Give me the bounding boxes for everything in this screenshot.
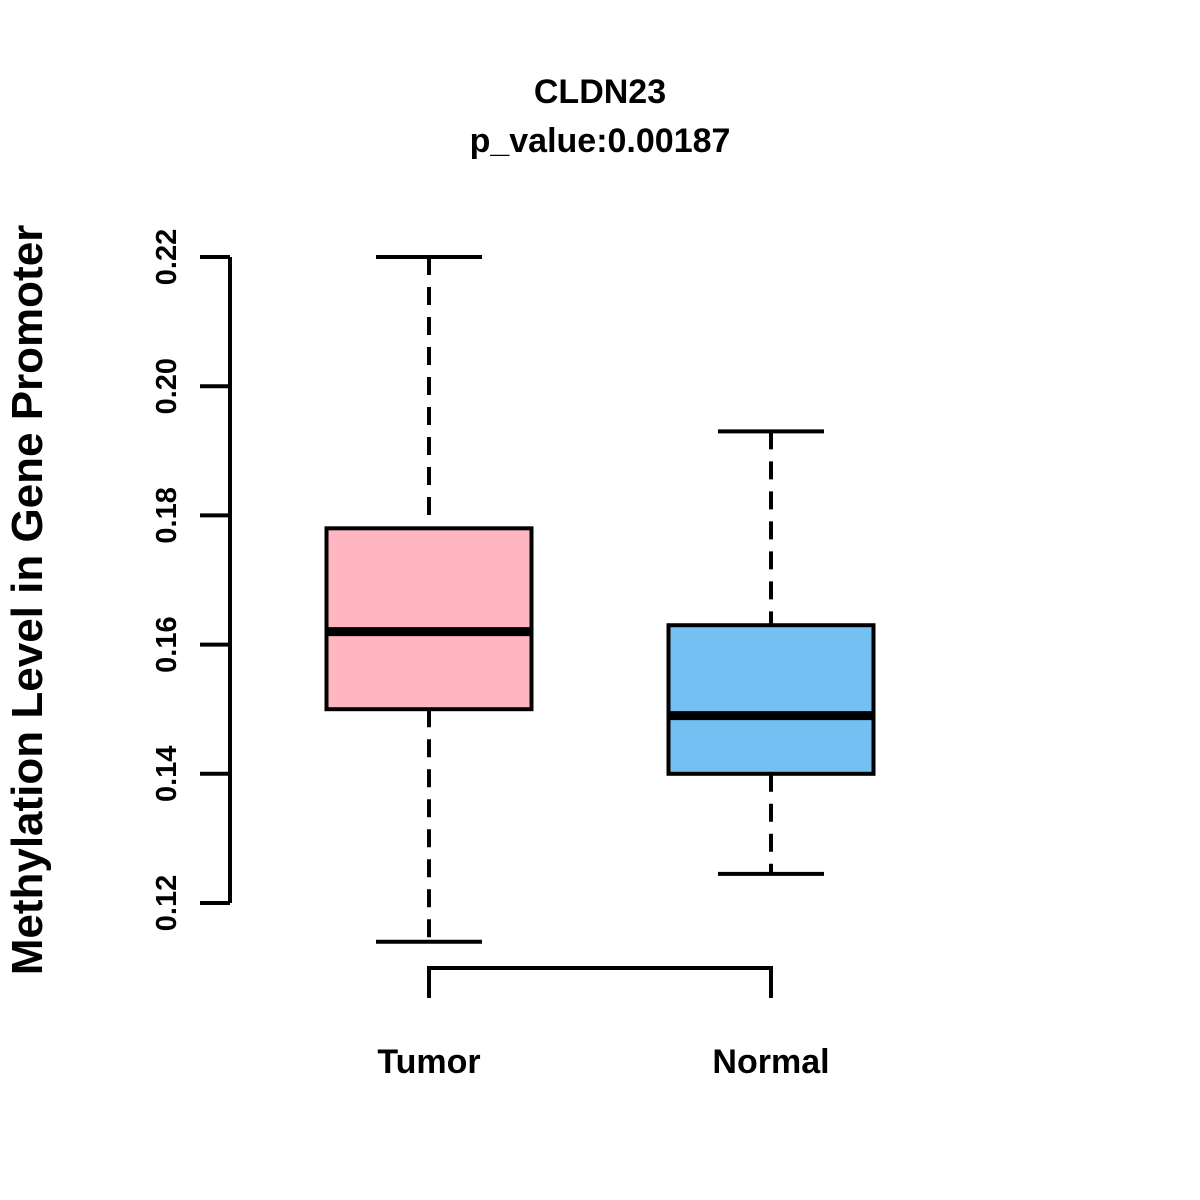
- y-axis-tick-label: 0.14: [151, 746, 183, 802]
- y-axis-title: Methylation Level in Gene Promoter: [3, 225, 52, 976]
- boxes: [324, 255, 876, 944]
- x-axis-bracket-line: [427, 966, 773, 998]
- tumor-box: [324, 526, 534, 712]
- x-axis-bracket: [427, 966, 773, 998]
- y-axis-tick-label: 0.18: [151, 487, 183, 543]
- y-axis-tick-label: 0.22: [151, 229, 183, 285]
- y-axis-tick-label: 0.12: [151, 875, 183, 931]
- y-axis-tick-label: 0.16: [151, 616, 183, 672]
- normal-box: [666, 623, 876, 776]
- x-label-tumor: Tumor: [377, 1043, 480, 1081]
- y-axis-tick-label: 0.20: [151, 358, 183, 414]
- y-axis: 0.12 0.14 0.16 0.18 0.20 0.22: [151, 229, 232, 931]
- chart-subtitle: p_value:0.00187: [470, 122, 731, 160]
- x-axis-labels: Tumor Normal: [377, 1043, 829, 1081]
- x-label-normal: Normal: [712, 1043, 829, 1081]
- chart-title: CLDN23: [534, 73, 666, 111]
